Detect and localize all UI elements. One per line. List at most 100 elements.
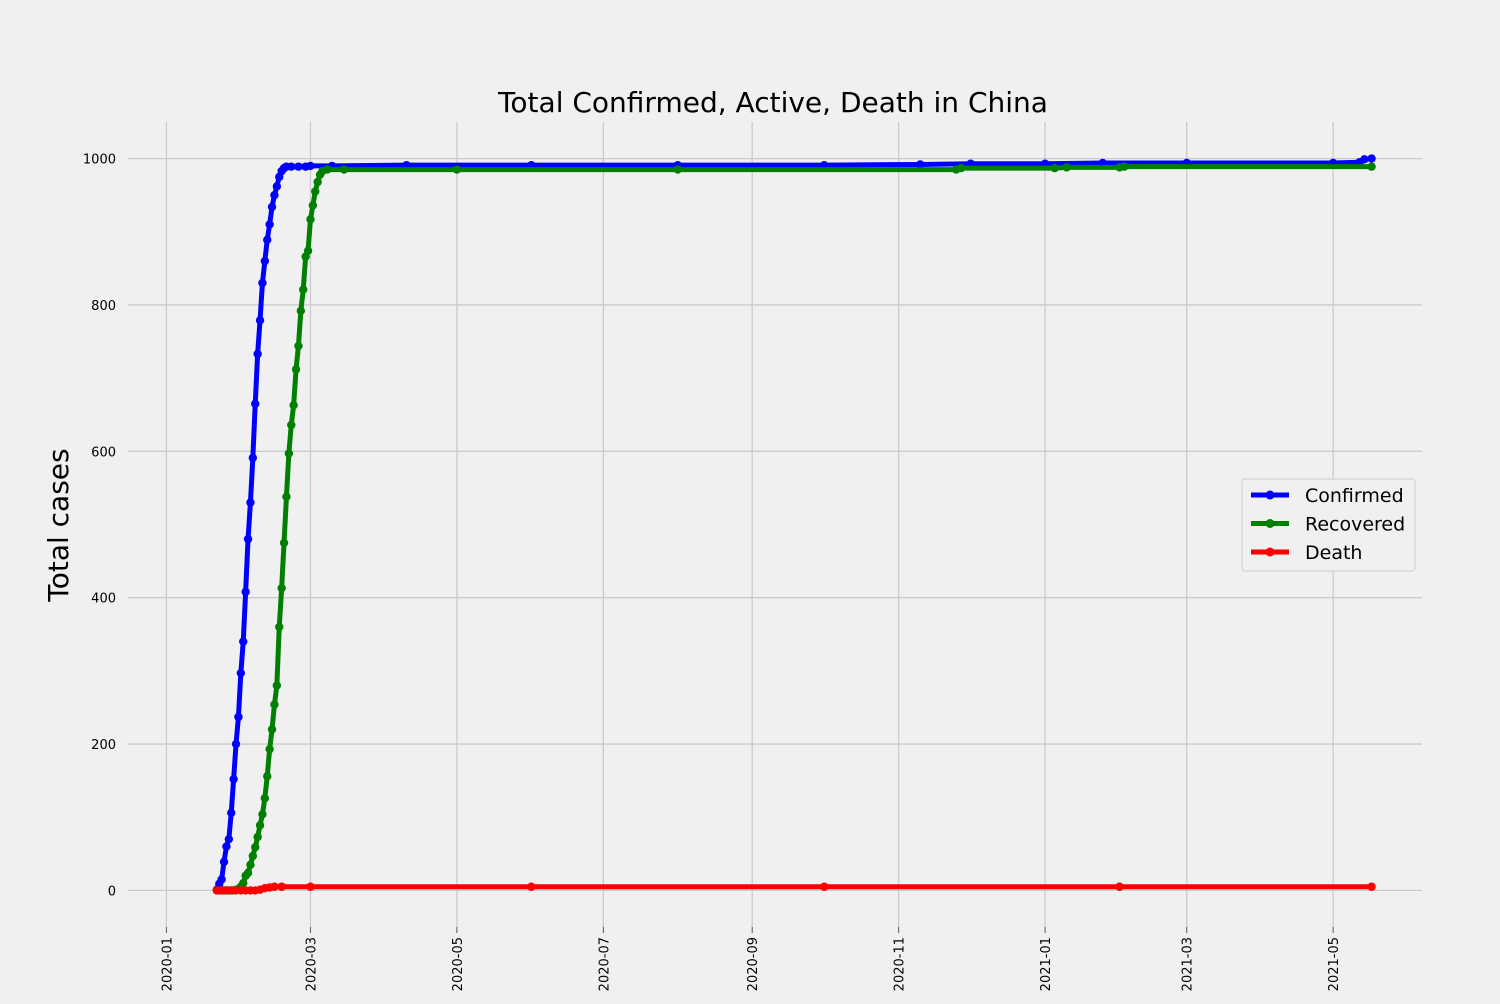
data-point [243,868,253,878]
data-point [296,306,306,316]
data-point [253,832,262,842]
legend-item-confirmed: Confirmed [1251,485,1404,507]
data-point [239,637,248,646]
data-point [956,163,966,173]
data-point [303,246,313,255]
data-point [217,875,226,884]
legend-item-death: Death [1251,542,1362,564]
data-point [222,842,231,851]
legend-item-recovered: Recovered [1251,514,1405,536]
x-tick-label: 2021-03 [1181,937,1196,991]
data-point [270,700,279,709]
legend-label: Recovered [1305,514,1405,536]
data-point [1367,154,1376,163]
x-tick-label: 2020-09 [746,937,761,991]
data-point [294,341,303,351]
data-point [1115,882,1124,891]
y-tick-label: 200 [91,738,116,753]
data-point [282,492,291,501]
data-point [236,668,246,678]
data-point [263,772,272,781]
data-point [267,725,277,734]
y-tick-label: 600 [91,445,116,460]
y-tick-label: 800 [91,299,116,314]
data-point [272,681,282,690]
data-point [219,857,229,867]
x-tick-label: 2020-07 [597,937,612,991]
data-point [270,190,279,200]
legend-marker [1265,490,1275,500]
series-line-confirmed [214,156,1375,893]
axis-ticks: 0 200 400 600 800 1000 2020-01 2020-03 2020-05 20… [83,153,1342,992]
x-tick-label: 2021-05 [1327,937,1342,991]
data-point [311,187,320,196]
data-point [265,220,274,229]
data-point [275,622,284,632]
y-tick-label: 0 [108,884,116,899]
legend-marker [1265,519,1275,528]
data-point [229,774,238,784]
data-point [267,202,277,212]
chart-title: Total Confirmed, Active, Death in China [497,86,1048,119]
data-point [260,256,270,266]
x-tick-label: 2021-01 [1039,937,1054,991]
data-point [323,165,332,174]
data-point [308,201,318,210]
y-axis-label: Total cases [42,448,75,602]
data-point [255,316,265,325]
data-point [306,882,315,891]
data-point [1367,882,1376,891]
legend-marker [1265,547,1275,557]
y-tick-label: 400 [91,592,116,607]
data-point [673,165,682,174]
y-tick-label: 1000 [83,153,116,168]
data-point [239,878,248,888]
data-point [916,160,925,169]
data-point [227,808,236,818]
data-point [263,235,272,245]
data-point [260,794,270,803]
data-point [258,810,267,819]
data-point [306,161,315,171]
data-point [1120,162,1129,171]
data-point [241,587,250,597]
data-point [1050,163,1059,173]
data-point [251,843,260,852]
data-point [284,449,294,458]
data-point [452,165,462,174]
data-point [277,882,286,891]
data-point [527,882,536,891]
data-point [265,744,274,754]
x-tick-label: 2020-03 [304,937,319,991]
data-point [270,882,279,891]
legend: Confirmed Recovered Death [1241,478,1416,572]
data-point [255,821,265,830]
data-point [246,498,255,507]
data-point [1367,162,1376,171]
data-point [248,453,258,463]
data-point [224,834,234,844]
series-death [212,882,1376,895]
x-tick-label: 2020-11 [893,937,908,991]
data-point [299,285,308,294]
x-tick-label: 2020-01 [160,937,175,991]
plot-area [128,122,1422,927]
data-point [258,278,267,288]
data-point [279,538,289,547]
legend-label: Death [1305,542,1362,564]
data-point [272,182,282,191]
legend-box [1241,478,1416,572]
data-point [277,583,286,593]
data-point [287,420,296,430]
data-point [231,739,241,749]
data-point [291,365,301,374]
data-point [1062,163,1071,172]
data-point [1360,155,1369,164]
data-point [246,860,255,869]
data-point [253,349,262,359]
data-point [251,399,260,408]
data-point [289,401,298,410]
data-point [234,712,243,722]
